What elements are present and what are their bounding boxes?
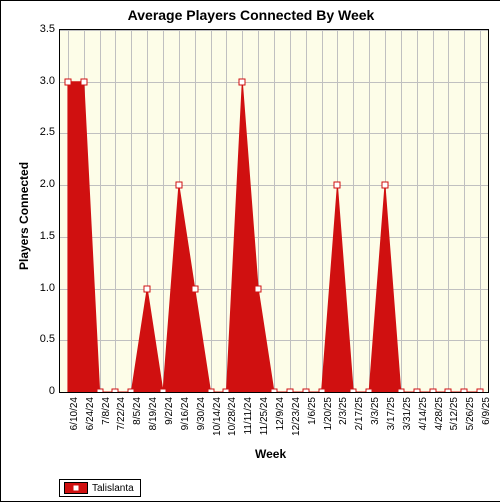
xtick-label: 1/20/25 bbox=[323, 397, 334, 447]
legend: Talislanta bbox=[59, 479, 141, 497]
data-marker bbox=[429, 389, 436, 394]
xtick-label: 11/11/24 bbox=[243, 397, 254, 447]
xtick-label: 3/3/25 bbox=[370, 397, 381, 447]
data-marker bbox=[239, 78, 246, 85]
ytick-label: 2.5 bbox=[25, 126, 55, 138]
data-marker bbox=[302, 389, 309, 394]
data-marker bbox=[207, 389, 214, 394]
data-marker bbox=[334, 182, 341, 189]
xtick-label: 2/3/25 bbox=[338, 397, 349, 447]
plot-area bbox=[59, 29, 489, 393]
xtick-label: 11/25/24 bbox=[259, 397, 270, 447]
data-marker bbox=[413, 389, 420, 394]
chart-title: Average Players Connected By Week bbox=[1, 1, 500, 25]
xtick-label: 7/22/24 bbox=[116, 397, 127, 447]
data-marker bbox=[160, 389, 167, 394]
ytick-label: 3.0 bbox=[25, 75, 55, 87]
xtick-label: 1/6/25 bbox=[307, 397, 318, 447]
legend-label: Talislanta bbox=[92, 483, 134, 494]
data-marker bbox=[144, 285, 151, 292]
data-marker bbox=[223, 389, 230, 394]
ytick-label: 0 bbox=[25, 385, 55, 397]
xtick-label: 3/17/25 bbox=[386, 397, 397, 447]
ytick-label: 0.5 bbox=[25, 333, 55, 345]
xtick-label: 9/2/24 bbox=[164, 397, 175, 447]
data-marker bbox=[271, 389, 278, 394]
data-marker bbox=[350, 389, 357, 394]
data-marker bbox=[366, 389, 373, 394]
xtick-label: 7/8/24 bbox=[101, 397, 112, 447]
xtick-label: 2/17/25 bbox=[354, 397, 365, 447]
xtick-label: 4/14/25 bbox=[418, 397, 429, 447]
xtick-label: 10/28/24 bbox=[227, 397, 238, 447]
ytick-label: 3.5 bbox=[25, 23, 55, 35]
data-marker bbox=[112, 389, 119, 394]
data-marker bbox=[381, 182, 388, 189]
data-marker bbox=[477, 389, 484, 394]
data-marker bbox=[80, 78, 87, 85]
xtick-label: 9/16/24 bbox=[180, 397, 191, 447]
chart-container: Average Players Connected By Week Player… bbox=[0, 0, 500, 502]
data-marker bbox=[64, 78, 71, 85]
data-marker bbox=[397, 389, 404, 394]
xtick-label: 5/12/25 bbox=[449, 397, 460, 447]
xtick-label: 8/5/24 bbox=[132, 397, 143, 447]
data-marker bbox=[255, 285, 262, 292]
data-marker bbox=[445, 389, 452, 394]
legend-swatch-icon bbox=[64, 482, 88, 494]
data-marker bbox=[191, 285, 198, 292]
series-area bbox=[60, 30, 488, 392]
x-axis-label: Week bbox=[255, 447, 286, 461]
ytick-label: 1.0 bbox=[25, 282, 55, 294]
data-marker bbox=[286, 389, 293, 394]
xtick-label: 5/26/25 bbox=[465, 397, 476, 447]
data-marker bbox=[175, 182, 182, 189]
xtick-label: 3/31/25 bbox=[402, 397, 413, 447]
xtick-label: 8/19/24 bbox=[148, 397, 159, 447]
xtick-label: 12/9/24 bbox=[275, 397, 286, 447]
xtick-label: 4/28/25 bbox=[434, 397, 445, 447]
data-marker bbox=[96, 389, 103, 394]
ytick-label: 2.0 bbox=[25, 178, 55, 190]
xtick-label: 9/30/24 bbox=[196, 397, 207, 447]
data-marker bbox=[461, 389, 468, 394]
ytick-label: 1.5 bbox=[25, 230, 55, 242]
xtick-label: 12/23/24 bbox=[291, 397, 302, 447]
xtick-label: 10/14/24 bbox=[212, 397, 223, 447]
xtick-label: 6/9/25 bbox=[481, 397, 492, 447]
data-marker bbox=[128, 389, 135, 394]
xtick-label: 6/24/24 bbox=[85, 397, 96, 447]
data-marker bbox=[318, 389, 325, 394]
xtick-label: 6/10/24 bbox=[69, 397, 80, 447]
